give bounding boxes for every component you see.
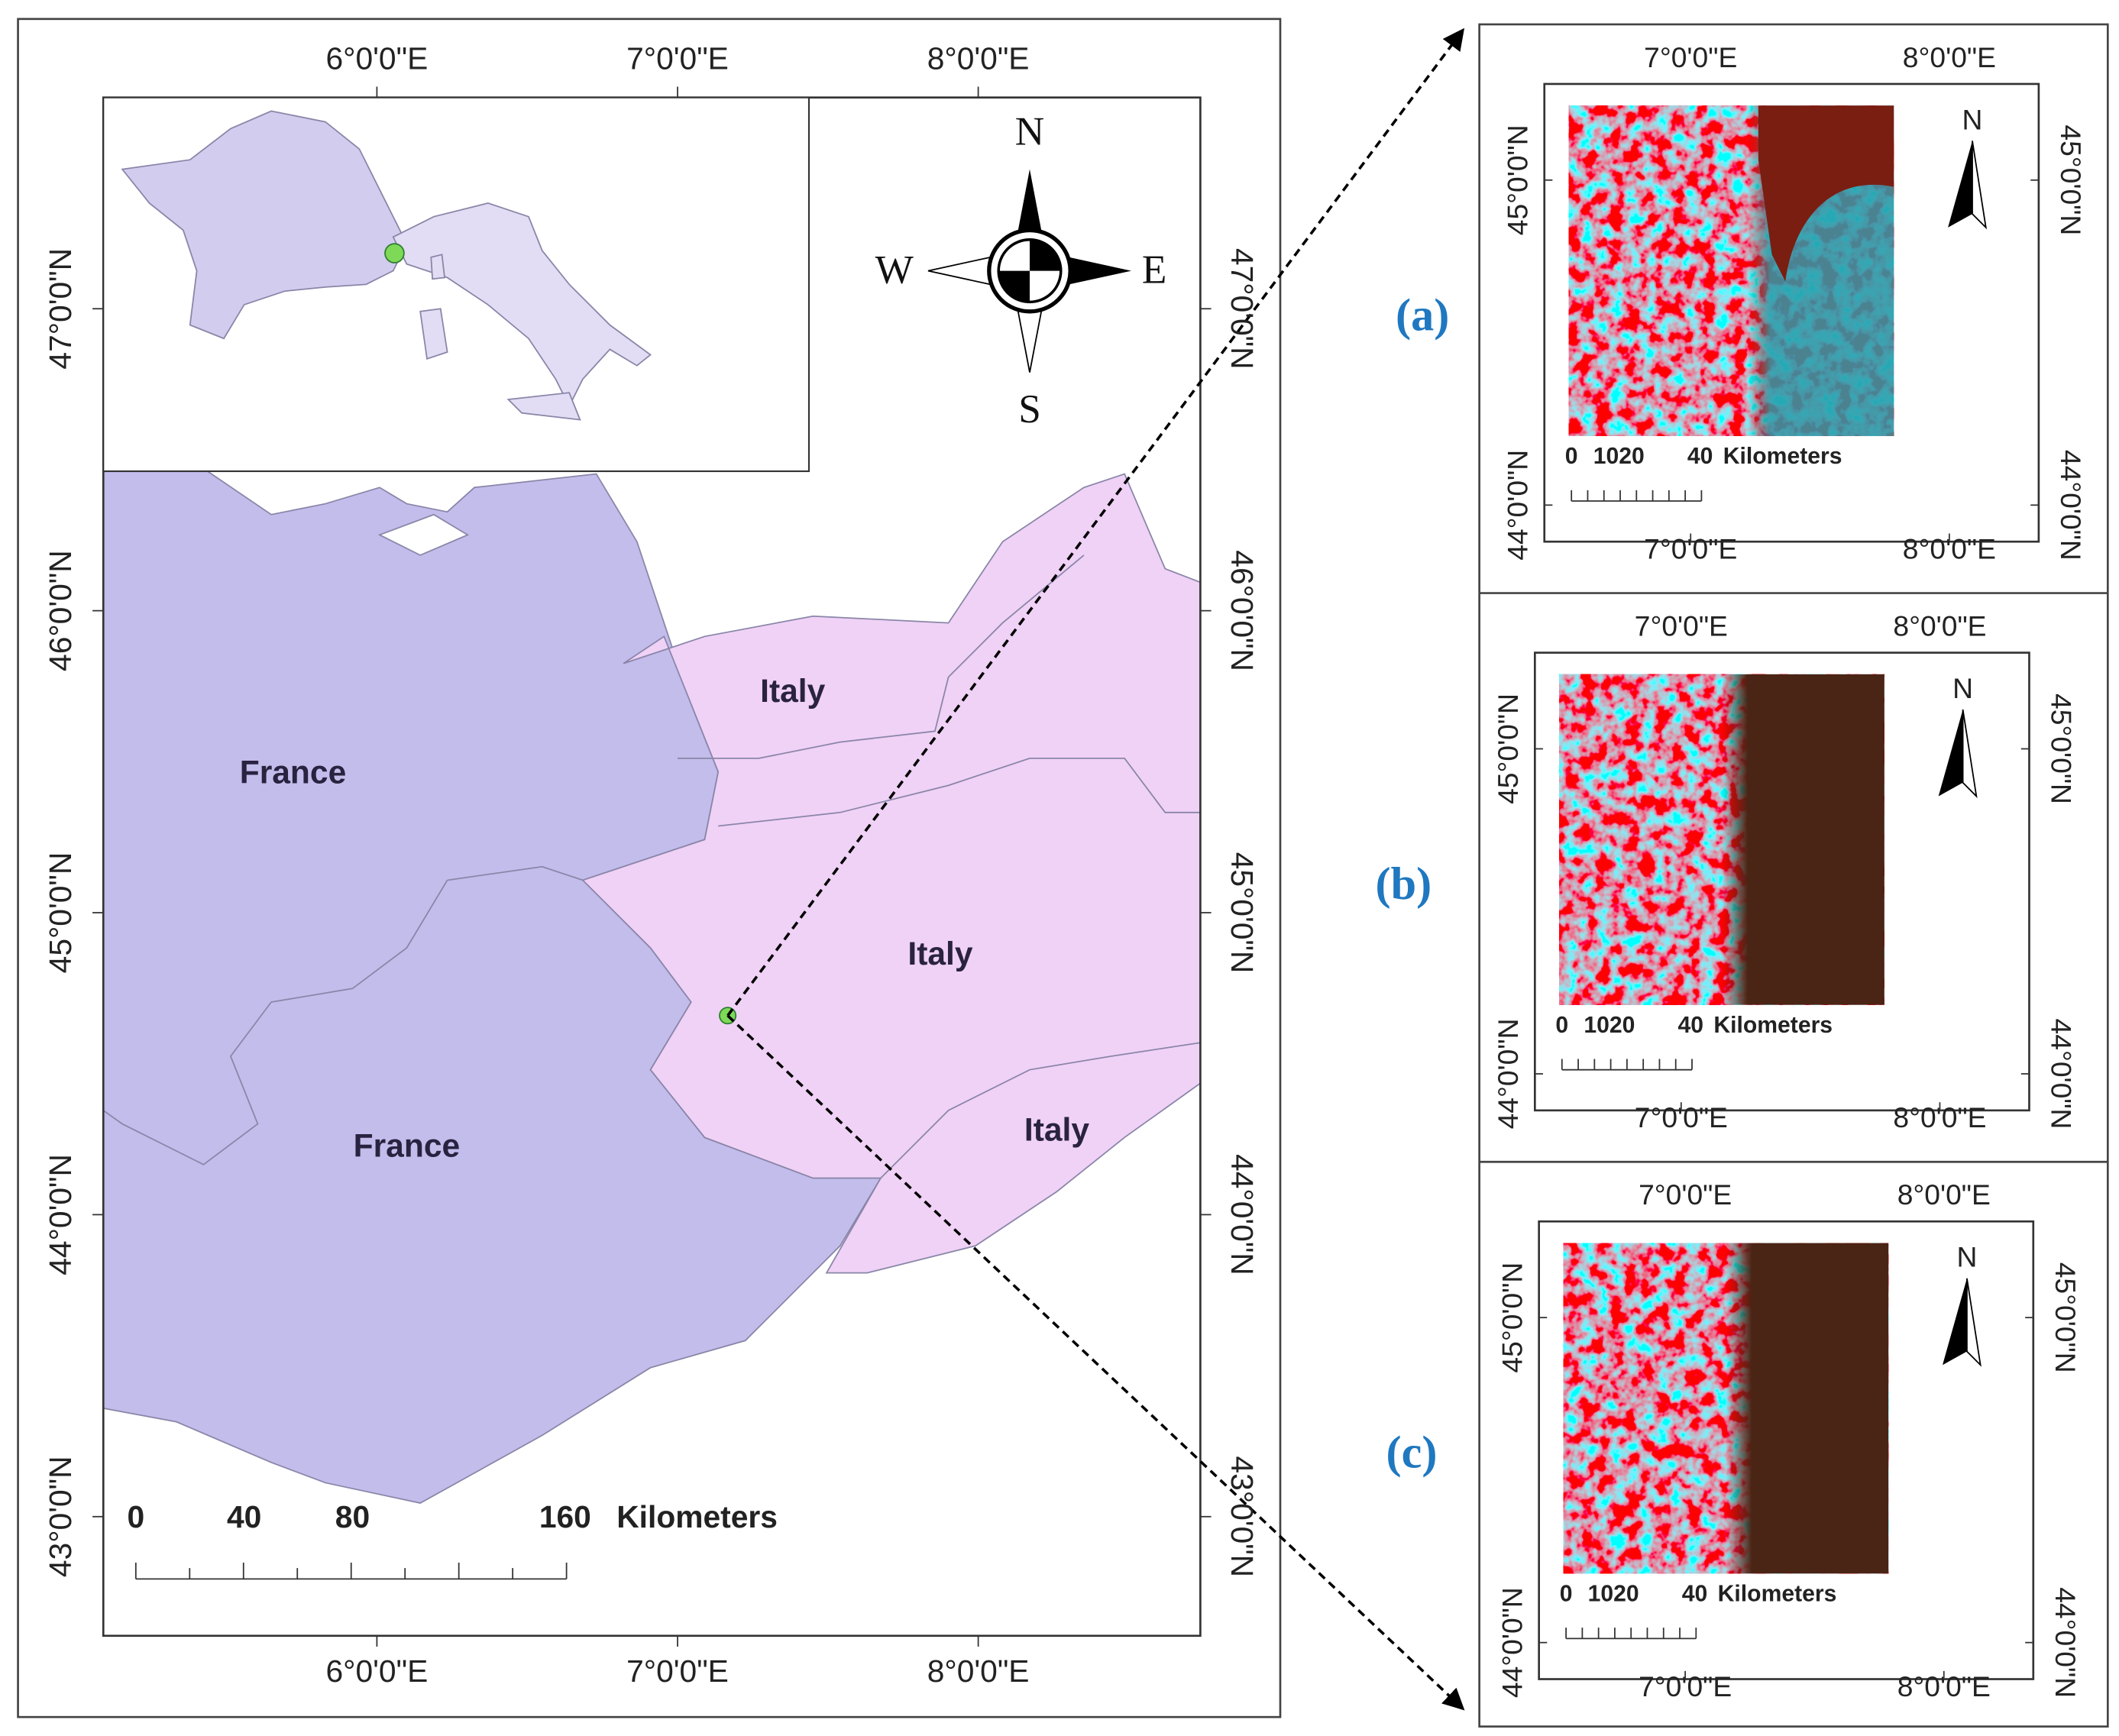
north-arrow	[1966, 1278, 1982, 1367]
north-arrow	[1948, 141, 1973, 228]
panel-label: (a)	[1396, 289, 1449, 341]
lat-tick-label-left: 45°0'0"N	[43, 852, 78, 974]
lon-tick-label-top: 8°0'0"E	[927, 41, 1030, 76]
scale-bar	[134, 1563, 568, 1580]
panel-scale-label: 0	[1560, 1582, 1573, 1607]
lat-tick-label-right: 45°0'0"N	[1224, 852, 1260, 974]
main-map-area	[103, 457, 1201, 1504]
country-label: Italy	[760, 673, 825, 710]
scale-unit: Kilometers	[616, 1499, 778, 1534]
lon-tick-label-bottom: 7°0'0"E	[626, 1654, 729, 1689]
scale-label: 160	[539, 1499, 591, 1534]
north-label: N	[1962, 103, 1983, 135]
scale-label: 40	[227, 1499, 261, 1534]
panel-scale-label: 40	[1687, 444, 1713, 469]
panel-lat-label-right: 44°0'0"N	[2055, 450, 2087, 561]
compass-rose	[927, 169, 1131, 373]
north-arrow	[1962, 709, 1978, 799]
panel-scale-unit: Kilometers	[1723, 444, 1842, 469]
panel-lat-label-right: 45°0'0"N	[2046, 693, 2078, 804]
panel-lon-label-top: 7°0'0"E	[1635, 610, 1728, 642]
panel-lon-label-top: 8°0'0"E	[1893, 610, 1986, 642]
satellite-overlay	[1563, 1243, 1889, 1574]
panel-lat-label-right: 44°0'0"N	[2049, 1587, 2082, 1698]
italy-interior-border	[678, 554, 1201, 1179]
satellite-overlay	[1758, 105, 1894, 282]
lat-tick-label-left: 43°0'0"N	[43, 1456, 78, 1577]
france-interior-border	[103, 865, 584, 1165]
inset-location	[384, 243, 405, 263]
satellite-overlay	[1559, 674, 1884, 1005]
scale-label: 80	[335, 1499, 370, 1534]
north-arrow	[1943, 1278, 1967, 1366]
panel-lat-label-right: 45°0'0"N	[2049, 1262, 2082, 1373]
compass-west: W	[875, 247, 914, 292]
panel-scale-label: 1020	[1588, 1582, 1639, 1607]
panel-label: (c)	[1386, 1427, 1438, 1479]
panel-scale-unit: Kilometers	[1718, 1582, 1837, 1607]
panel-label: (b)	[1376, 858, 1432, 910]
scale-label: 0	[127, 1499, 144, 1534]
panel-lon-label-top: 8°0'0"E	[1903, 41, 1996, 73]
lat-tick-label-right: 44°0'0"N	[1224, 1154, 1260, 1275]
north-label: N	[1952, 672, 1973, 704]
panel-lat-label-left: 45°0'0"N	[1496, 1262, 1529, 1373]
panel-lat-label-left: 45°0'0"N	[1492, 693, 1524, 804]
lat-tick-label-right: 43°0'0"N	[1224, 1456, 1260, 1577]
panel-scale-label: 0	[1565, 444, 1578, 469]
panel-scale-label: 1020	[1584, 1013, 1635, 1038]
panel-scale-bar	[1571, 490, 1703, 502]
inset-italy	[392, 202, 652, 408]
panel-scale-bar	[1565, 1628, 1697, 1640]
panel-scale-bar	[1561, 1059, 1693, 1071]
panels-frame	[1478, 23, 2109, 1728]
lat-tick-label-left: 47°0'0"N	[43, 248, 78, 370]
north-label: N	[1956, 1241, 1977, 1273]
lon-tick-label-top: 7°0'0"E	[626, 41, 729, 76]
main-frame	[17, 18, 1282, 1718]
panel-lat-label-left: 44°0'0"N	[1492, 1019, 1524, 1130]
lon-tick-label-top: 6°0'0"E	[326, 41, 429, 76]
lon-tick-label-bottom: 8°0'0"E	[927, 1654, 1030, 1689]
country-label: France	[240, 754, 347, 790]
panel-lat-label-left: 44°0'0"N	[1496, 1587, 1529, 1698]
panel-lat-label-left: 44°0'0"N	[1502, 450, 1534, 561]
lat-tick-label-right: 46°0'0"N	[1224, 550, 1260, 671]
switzerland-lake	[377, 513, 470, 556]
panel-lat-label-right: 44°0'0"N	[2046, 1019, 2078, 1130]
compass-north: N	[1015, 109, 1044, 154]
panel-scale-label: 0	[1555, 1013, 1568, 1038]
inset-islands	[419, 254, 581, 421]
lat-tick-label-left: 44°0'0"N	[43, 1154, 78, 1275]
compass-south: S	[1018, 386, 1041, 432]
panel-scale-label: 1020	[1593, 444, 1645, 469]
north-arrow	[1972, 141, 1988, 230]
country-label: Italy	[907, 936, 972, 972]
arrow-top	[726, 27, 1465, 1017]
italy-region	[581, 473, 1201, 1274]
lat-tick-label-left: 46°0'0"N	[43, 550, 78, 671]
panel-lon-label-top: 8°0'0"E	[1897, 1178, 1991, 1211]
country-label: Italy	[1024, 1111, 1089, 1148]
panel-scale-label: 40	[1677, 1013, 1703, 1038]
panel-lat-label-right: 45°0'0"N	[2055, 124, 2087, 235]
country-label: France	[354, 1128, 461, 1165]
panel-lat-label-left: 45°0'0"N	[1502, 124, 1534, 235]
panel-lon-label-top: 7°0'0"E	[1639, 1178, 1732, 1211]
panel-lon-label-top: 7°0'0"E	[1644, 41, 1737, 73]
inset-france	[121, 110, 408, 340]
compass-east: E	[1142, 247, 1167, 292]
panel-scale-label: 40	[1682, 1582, 1708, 1607]
lon-tick-label-bottom: 6°0'0"E	[326, 1654, 429, 1689]
panel-scale-unit: Kilometers	[1713, 1013, 1833, 1038]
lat-tick-label-right: 47°0'0"N	[1224, 248, 1260, 370]
north-arrow	[1938, 710, 1963, 797]
arrow-bottom	[726, 1014, 1465, 1711]
